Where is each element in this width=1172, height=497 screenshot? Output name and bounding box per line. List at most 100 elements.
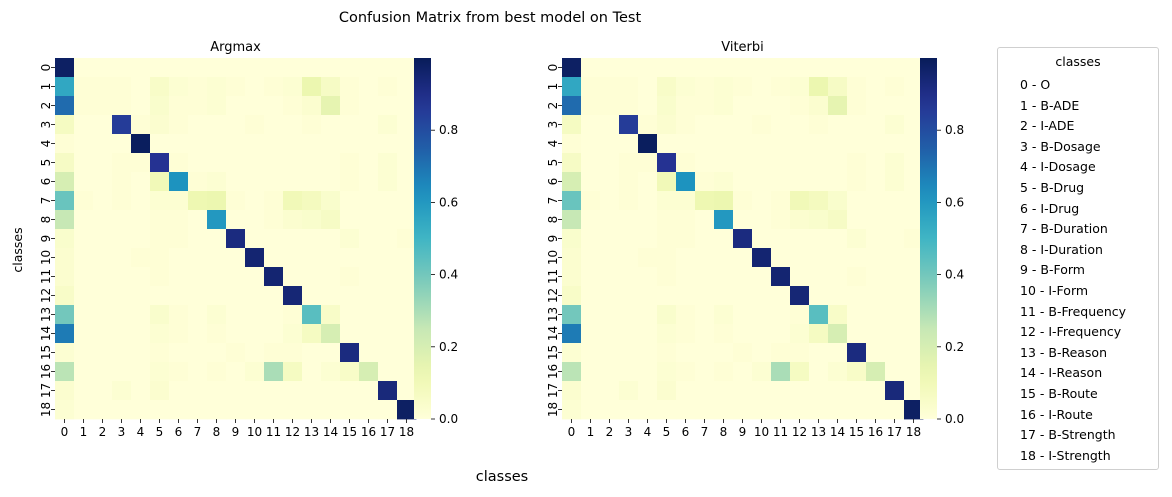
heatmap-cell-15-3 [112, 343, 132, 363]
heatmap-cell-5-18 [904, 153, 924, 173]
heatmap-cell-11-15 [847, 267, 867, 287]
figure-ylabel: classes [10, 227, 25, 272]
heatmap-cell-17-17 [885, 381, 905, 401]
heatmap-cell-0-7 [695, 58, 715, 78]
heatmap-cell-3-8 [714, 115, 734, 135]
heatmap-cell-2-5 [657, 96, 677, 116]
heatmap-cell-13-12 [790, 305, 810, 325]
heatmap-cell-17-7 [188, 381, 208, 401]
heatmap-cell-10-10 [752, 248, 772, 268]
heatmap-cell-18-9 [733, 400, 753, 420]
heatmap-cell-7-6 [676, 191, 696, 211]
heatmap-cell-10-18 [397, 248, 417, 268]
y-tick-label: 0 [39, 64, 53, 72]
heatmap-cell-18-5 [657, 400, 677, 420]
y-tick-label: 5 [546, 159, 560, 167]
heatmap-cell-8-15 [340, 210, 360, 230]
heatmap-cell-13-5 [657, 305, 677, 325]
heatmap-cell-5-8 [714, 153, 734, 173]
heatmap-cell-1-0 [562, 77, 582, 97]
heatmap-cell-14-3 [112, 324, 132, 344]
heatmap-cell-4-3 [112, 134, 132, 154]
heatmap-cell-1-7 [695, 77, 715, 97]
heatmap-cell-15-8 [207, 343, 227, 363]
y-tick-label: 18 [546, 402, 560, 417]
heatmap-cell-15-10 [245, 343, 265, 363]
heatmap-cell-10-16 [866, 248, 886, 268]
heatmap-cell-3-9 [733, 115, 753, 135]
heatmap-cell-11-1 [581, 267, 601, 287]
heatmap-cell-8-4 [131, 210, 151, 230]
heatmap-cell-0-8 [714, 58, 734, 78]
heatmap-cell-12-2 [600, 286, 620, 306]
heatmap-cell-4-0 [562, 134, 582, 154]
heatmap-cell-4-10 [752, 134, 772, 154]
y-tick-label: 12 [39, 288, 53, 303]
x-tick-label: 5 [156, 425, 164, 439]
colorbar-tick-label: 0.0 [945, 412, 964, 426]
heatmap-cell-10-13 [809, 248, 829, 268]
heatmap-cell-8-16 [866, 210, 886, 230]
heatmap-cell-5-5 [150, 153, 170, 173]
heatmap-cell-6-6 [169, 172, 189, 192]
heatmap-cell-5-16 [866, 153, 886, 173]
heatmap-cell-3-8 [207, 115, 227, 135]
heatmap-cell-9-5 [150, 229, 170, 249]
heatmap-cell-11-4 [131, 267, 151, 287]
heatmap-cell-13-7 [188, 305, 208, 325]
heatmap-cell-13-8 [207, 305, 227, 325]
heatmap-cell-8-13 [302, 210, 322, 230]
heatmap-cell-1-3 [112, 77, 132, 97]
heatmap-cell-17-16 [359, 381, 379, 401]
heatmap-cell-13-7 [695, 305, 715, 325]
heatmap-cell-11-17 [378, 267, 398, 287]
heatmap-cell-5-2 [600, 153, 620, 173]
heatmap-cell-7-13 [809, 191, 829, 211]
heatmap-cell-18-6 [676, 400, 696, 420]
heatmap-cell-17-4 [131, 381, 151, 401]
heatmap-cell-0-14 [321, 58, 341, 78]
heatmap-cell-17-11 [771, 381, 791, 401]
heatmap-cell-16-7 [188, 362, 208, 382]
heatmap-cell-5-3 [619, 153, 639, 173]
x-tick-label: 3 [625, 425, 633, 439]
heatmap-cell-4-9 [733, 134, 753, 154]
heatmap-cell-11-17 [885, 267, 905, 287]
heatmap-cell-12-1 [74, 286, 94, 306]
heatmap-cell-6-18 [904, 172, 924, 192]
heatmap-cell-11-10 [752, 267, 772, 287]
heatmap-cell-0-4 [638, 58, 658, 78]
y-tick-label: 18 [39, 402, 53, 417]
heatmap-cell-1-15 [340, 77, 360, 97]
heatmap-cell-0-12 [790, 58, 810, 78]
heatmap-cell-2-11 [771, 96, 791, 116]
heatmap-cell-5-1 [581, 153, 601, 173]
heatmap-cell-3-10 [245, 115, 265, 135]
heatmap-cell-11-2 [93, 267, 113, 287]
heatmap-cell-11-4 [638, 267, 658, 287]
heatmap-cell-17-3 [619, 381, 639, 401]
heatmap-cell-14-14 [321, 324, 341, 344]
heatmap-cell-5-18 [397, 153, 417, 173]
heatmap-cell-6-5 [150, 172, 170, 192]
heatmap-title: Viterbi [721, 40, 764, 55]
x-tick-label: 7 [194, 425, 202, 439]
heatmap-cell-8-18 [397, 210, 417, 230]
heatmap-cell-5-14 [828, 153, 848, 173]
heatmap-cell-1-4 [131, 77, 151, 97]
heatmap-cell-14-11 [264, 324, 284, 344]
heatmap-cell-13-3 [112, 305, 132, 325]
heatmap-cell-18-13 [809, 400, 829, 420]
heatmap-cell-1-11 [264, 77, 284, 97]
heatmap-cell-3-12 [283, 115, 303, 135]
y-tick-label: 14 [39, 326, 53, 341]
heatmap-cell-12-6 [169, 286, 189, 306]
heatmap-cell-6-7 [188, 172, 208, 192]
heatmap-cell-5-17 [378, 153, 398, 173]
legend-items: 0 - O 1 - B-ADE 2 - I-ADE 3 - B-Dosage 4… [998, 75, 1158, 466]
heatmap-cell-9-18 [904, 229, 924, 249]
heatmap-cell-0-4 [131, 58, 151, 78]
heatmap-cell-12-17 [885, 286, 905, 306]
heatmap-cell-4-3 [619, 134, 639, 154]
heatmap-cell-3-18 [397, 115, 417, 135]
